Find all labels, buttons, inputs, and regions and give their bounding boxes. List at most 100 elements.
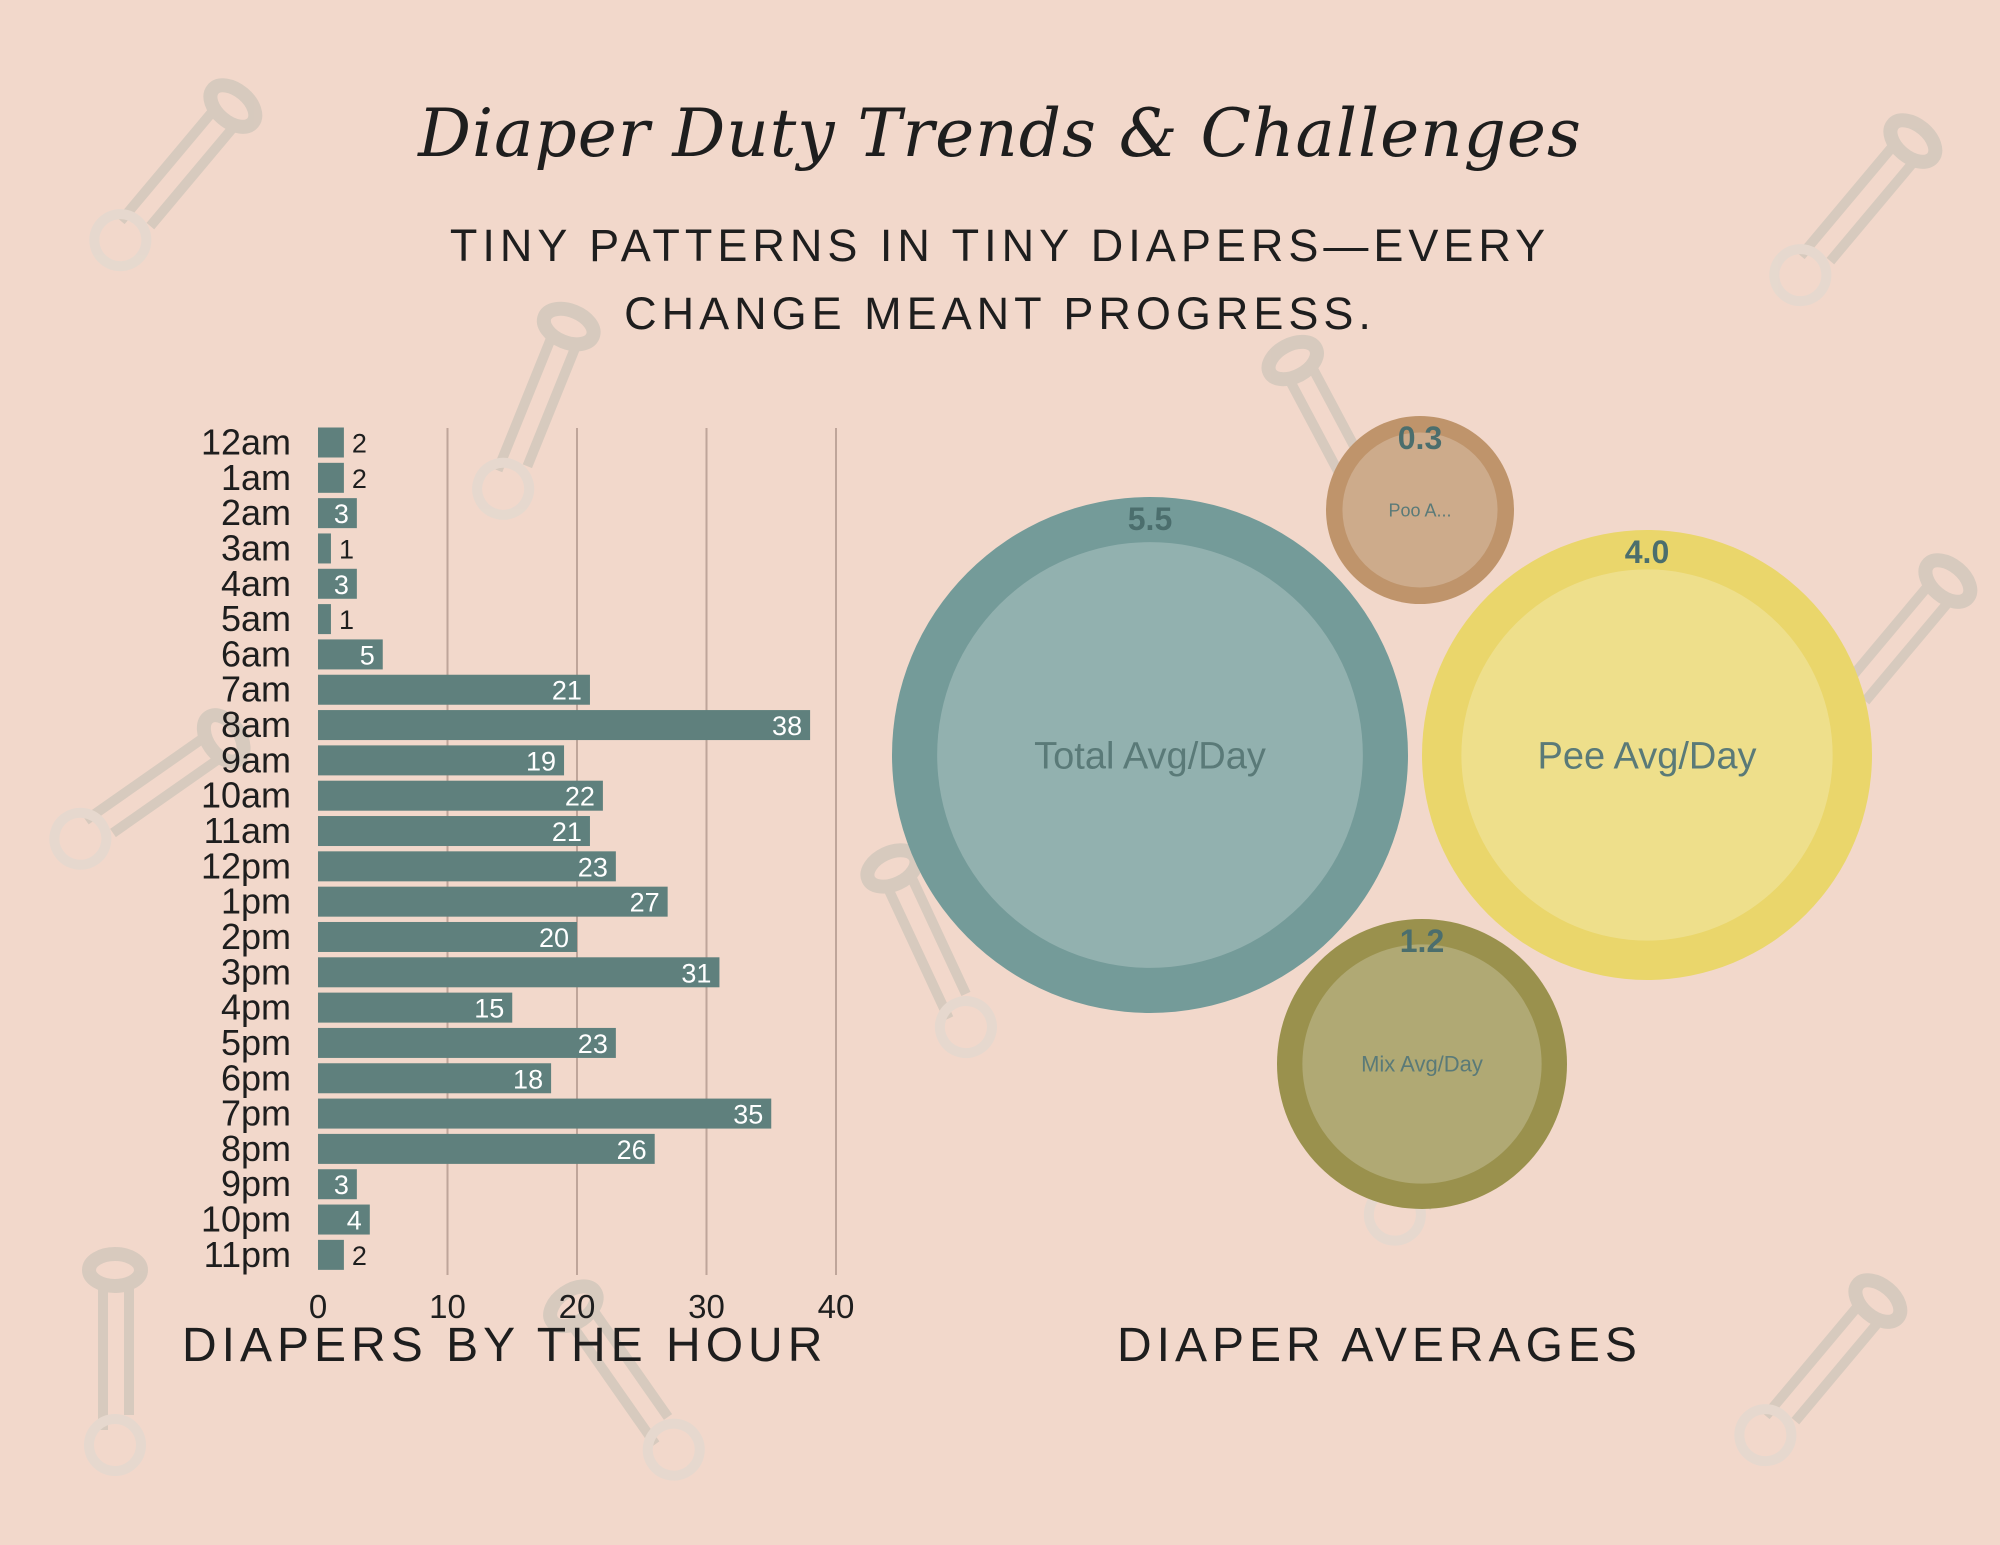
bar [318,851,616,882]
bar [318,1027,616,1058]
category-label: 7am [221,669,291,710]
bubble-label: Total Avg/Day [1034,735,1266,777]
bar-value-label: 19 [526,746,556,776]
category-label: 11pm [204,1234,291,1275]
bubble-outer [1277,919,1567,1209]
category-label: 12am [201,422,291,463]
bubble-outer [1326,416,1514,604]
bar [318,745,565,776]
bar [318,498,357,529]
bar-value-label: 5 [360,640,375,670]
page-subtitle: TINY PATTERNS IN TINY DIAPERS—EVERY CHAN… [300,212,1700,348]
bubble-inner [937,542,1363,968]
bar [318,568,357,599]
bubble-outer [1422,530,1872,980]
bar [318,780,603,811]
bubble-inner [1461,569,1833,941]
bar [318,604,331,635]
x-tick-label: 40 [818,1288,855,1325]
bar-value-label: 2 [352,429,367,459]
bar-value-label: 23 [578,852,608,882]
bubble-value-label: 5.5 [1128,501,1172,537]
category-label: 10am [201,775,291,816]
bar [318,674,590,705]
bar-value-label: 2 [352,464,367,494]
category-label: 12pm [201,845,291,886]
category-label: 3am [221,527,291,568]
x-tick-label: 20 [559,1288,596,1325]
bar-value-label: 21 [552,817,582,847]
bar [318,816,590,847]
bar-value-label: 20 [539,923,569,953]
averages-bubble-chart: Total Avg/Day 5.5 Pee Avg/Day 4.0 Poo A... 0.… [892,416,1872,1209]
bar-value-label: 27 [630,888,660,918]
bubble-label: Poo A... [1388,500,1451,520]
bar-value-label: 3 [334,1170,349,1200]
page-title: Diaper Duty Trends & Challenges [418,95,1582,172]
bar-value-label: 4 [347,1206,362,1236]
bubble-value-label: 4.0 [1625,534,1669,570]
x-tick-label: 30 [688,1288,725,1325]
category-label: 4pm [221,987,291,1028]
bar [318,886,668,917]
bubble-label: Pee Avg/Day [1537,735,1756,777]
bar-value-label: 18 [513,1064,543,1094]
bar [318,462,344,493]
category-label: 2am [221,492,291,533]
bar [318,639,383,670]
bar-value-label: 3 [334,570,349,600]
safety-pin-icon [1729,1272,1908,1472]
bar-value-label: 1 [339,534,354,564]
bar [318,1098,772,1129]
category-label: 3pm [221,951,291,992]
bar [318,1133,655,1164]
bubble-inner [1302,944,1542,1184]
bubble-label: Mix Avg/Day [1361,1052,1483,1077]
bar-value-label: 22 [565,782,595,812]
category-label: 11am [204,810,291,851]
category-label: 9pm [221,1163,291,1204]
category-label: 9am [221,739,291,780]
bar-value-label: 2 [352,1241,367,1271]
bar-value-label: 26 [617,1135,647,1165]
safety-pin-icon [89,1254,141,1471]
bar-value-label: 38 [772,711,802,741]
category-label: 10pm [201,1199,291,1240]
bar [318,1169,357,1200]
category-label: 2pm [221,916,291,957]
category-label: 4am [221,563,291,604]
bar [318,957,720,988]
bar [318,992,513,1023]
bar [318,427,344,458]
subtitle-line-2: CHANGE MEANT PROGRESS. [624,288,1376,339]
bar-value-label: 1 [339,605,354,635]
category-label: 1pm [221,881,291,922]
bubble-chart-title: DIAPER AVERAGES [1117,1319,1642,1372]
category-label: 1am [221,457,291,498]
bar [318,1239,344,1270]
subtitle-line-1: TINY PATTERNS IN TINY DIAPERS—EVERY [449,220,1551,271]
bar-value-label: 21 [552,676,582,706]
category-label: 6pm [221,1057,291,1098]
category-label: 6am [221,633,291,674]
category-label: 5pm [221,1022,291,1063]
bar [318,921,577,952]
bar [318,1204,370,1235]
bar-value-label: 31 [681,958,711,988]
bubble-value-label: 0.3 [1398,420,1442,456]
bar-value-label: 35 [733,1100,763,1130]
bar [318,533,331,564]
bar-chart-title: DIAPERS BY THE HOUR [182,1319,828,1372]
hourly-bar-chart: 0 10 20 30 40 12am 2 1am 2 2am 3 3am 1 4am 3 5am 1 6am 5 7a… [201,422,854,1326]
bar-value-label: 3 [334,499,349,529]
category-label: 8am [221,704,291,745]
bubble-value-label: 1.2 [1400,923,1444,959]
category-label: 5am [221,598,291,639]
category-label: 8pm [221,1128,291,1169]
bubble-outer [892,497,1408,1013]
x-tick-label: 10 [429,1288,466,1325]
x-tick-label: 0 [309,1288,327,1325]
bubble-inner [1342,432,1498,588]
bar-value-label: 23 [578,1029,608,1059]
bar-value-label: 15 [474,994,504,1024]
